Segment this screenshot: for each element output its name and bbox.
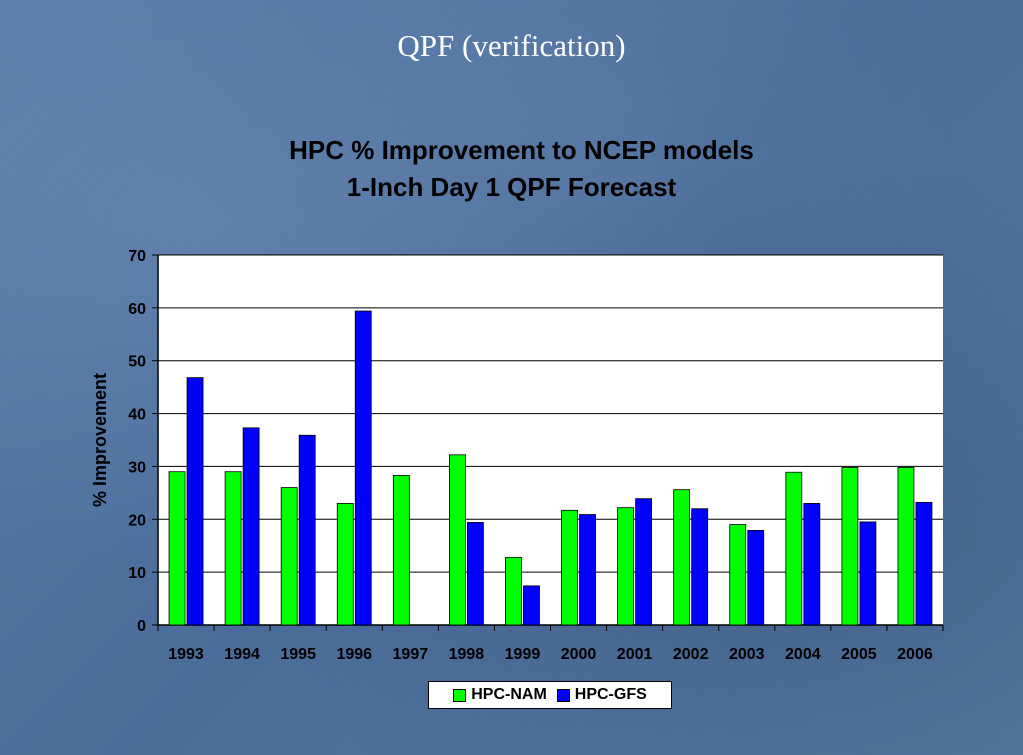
bar-hpc-gfs-1995 — [298, 434, 316, 626]
x-tick-label: 1993 — [168, 646, 204, 663]
bar-hpc-nam-1994 — [224, 471, 242, 626]
bar-hpc-nam-1995 — [280, 487, 298, 626]
bar-hpc-nam-2005 — [841, 467, 859, 626]
bar-hpc-nam-1997 — [392, 475, 410, 626]
bar-hpc-gfs-1996 — [354, 310, 372, 626]
y-tick-label: 60 — [128, 301, 146, 318]
x-tick-label: 1997 — [393, 646, 429, 663]
y-tick-label: 50 — [128, 354, 146, 371]
y-tick-label: 30 — [128, 459, 146, 476]
y-axis-label: % Improvement — [90, 373, 110, 507]
bar-hpc-gfs-2001 — [635, 498, 653, 626]
chart-subtitle: 1-Inch Day 1 QPF Forecast — [346, 172, 677, 202]
bar-hpc-gfs-2006 — [915, 501, 933, 626]
bar-hpc-gfs-2004 — [803, 503, 821, 626]
x-tick-label: 2002 — [673, 646, 709, 663]
bar-hpc-gfs-2003 — [747, 529, 765, 626]
plot-area — [158, 255, 943, 625]
chart-title: HPC % Improvement to NCEP models — [289, 135, 754, 165]
legend-swatch-hpc-gfs — [556, 688, 570, 702]
bar-hpc-nam-2001 — [617, 507, 635, 626]
y-tick-label: 40 — [128, 407, 146, 424]
y-tick-label: 70 — [128, 248, 146, 265]
x-tick-label: 1996 — [336, 646, 372, 663]
bar-hpc-gfs-1994 — [242, 427, 260, 626]
x-tick-label: 2006 — [897, 646, 933, 663]
chart-legend: HPC-NAM HPC-GFS — [428, 681, 672, 709]
bar-hpc-gfs-1998 — [466, 522, 484, 626]
bar-hpc-gfs-1999 — [523, 585, 540, 626]
x-tick-label: 2000 — [561, 646, 597, 663]
x-tick-label: 2003 — [729, 646, 765, 663]
x-tick-label: 2005 — [841, 646, 877, 663]
legend-swatch-hpc-nam — [453, 688, 467, 702]
bar-hpc-gfs-1993 — [186, 377, 204, 626]
x-tick-label: 2004 — [785, 646, 821, 663]
bar-hpc-gfs-2000 — [579, 514, 596, 626]
bar-hpc-gfs-2002 — [691, 508, 709, 626]
x-tick-label: 1994 — [224, 646, 260, 663]
slide-title: QPF (verification) — [397, 28, 626, 63]
y-tick-label: 0 — [137, 618, 146, 635]
bar-hpc-gfs-2005 — [859, 521, 877, 626]
x-tick-label: 1999 — [505, 646, 541, 663]
legend-label-hpc-gfs: HPC-GFS — [574, 686, 647, 703]
bar-hpc-nam-2000 — [561, 509, 578, 626]
bar-hpc-nam-2002 — [673, 489, 691, 626]
bar-hpc-nam-1998 — [448, 454, 466, 626]
bar-hpc-nam-1993 — [168, 471, 186, 626]
y-tick-label: 10 — [128, 565, 146, 582]
bar-hpc-nam-2003 — [729, 524, 747, 626]
bar-hpc-nam-2004 — [785, 471, 803, 626]
legend-label-hpc-nam: HPC-NAM — [471, 686, 547, 703]
bar-hpc-nam-1996 — [336, 503, 354, 626]
y-tick-label: 20 — [128, 512, 146, 529]
bar-hpc-nam-2006 — [897, 467, 915, 626]
legend-item-hpc-nam: HPC-NAM — [453, 686, 547, 704]
x-tick-label: 1995 — [280, 646, 316, 663]
x-tick-label: 2001 — [617, 646, 653, 663]
bar-hpc-nam-1999 — [505, 556, 522, 626]
x-tick-label: 1998 — [449, 646, 485, 663]
legend-item-hpc-gfs: HPC-GFS — [556, 686, 647, 704]
